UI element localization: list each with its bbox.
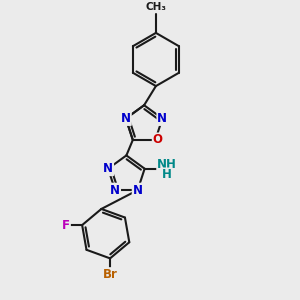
Text: N: N <box>121 112 131 125</box>
Text: H: H <box>162 168 172 181</box>
Text: Br: Br <box>103 268 118 281</box>
Text: N: N <box>157 112 167 125</box>
Text: F: F <box>62 219 70 232</box>
Text: N: N <box>103 162 113 175</box>
Text: NH: NH <box>157 158 177 171</box>
Text: N: N <box>133 184 143 196</box>
Text: CH₃: CH₃ <box>146 2 167 12</box>
Text: O: O <box>153 134 163 146</box>
Text: N: N <box>110 184 120 196</box>
